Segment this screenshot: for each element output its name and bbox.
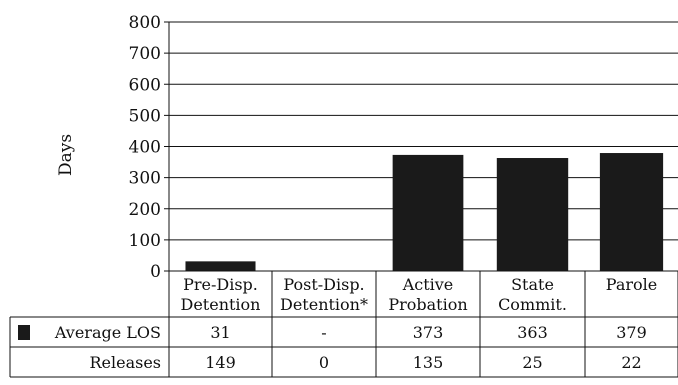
table-row-label: Average LOS: [54, 323, 161, 342]
category-label: Pre-Disp.: [183, 275, 258, 294]
bars: [185, 153, 664, 271]
table-cell: 135: [413, 353, 444, 372]
plot-frame: [168, 22, 678, 272]
bar: [185, 261, 256, 271]
table-cell: 363: [517, 323, 548, 342]
table-cell: 22: [621, 353, 641, 372]
category-label: Parole: [606, 275, 657, 294]
table-row-label: Releases: [89, 353, 161, 372]
bar: [496, 158, 569, 271]
table-cell: 31: [210, 323, 230, 342]
y-tick-label: 700: [129, 44, 161, 64]
y-tick-label: 400: [129, 138, 161, 158]
y-tick-label: 100: [129, 231, 161, 251]
y-tick-label: 800: [129, 13, 161, 33]
table-cell: 379: [616, 323, 647, 342]
category-label: State: [511, 275, 554, 294]
legend-swatch: [18, 325, 30, 340]
table-cell: 149: [205, 353, 236, 372]
y-tick-label: 500: [129, 106, 161, 126]
table-cell: 373: [413, 323, 444, 342]
table-cell: -: [321, 323, 326, 342]
category-label: Post-Disp.: [283, 275, 364, 294]
category-label: Probation: [388, 295, 467, 314]
data-table: Average LOS 31 - 373 363 379 Releases 149 0 135 25…: [9, 316, 678, 378]
category-label: Commit.: [498, 295, 567, 314]
y-axis-label: Days: [56, 134, 76, 176]
y-axis-ticks: 0 100 200 300 400 500 600 700 800: [129, 13, 169, 282]
y-tick-label: 300: [129, 169, 161, 189]
category-label: Detention: [181, 295, 261, 314]
bar: [392, 154, 464, 271]
table-cell: 25: [522, 353, 542, 372]
category-label: Detention*: [280, 295, 368, 314]
y-tick-label: 0: [150, 262, 161, 282]
y-tick-label: 600: [129, 75, 161, 95]
category-labels: Pre-Disp.Detention Post-Disp.Detention* Ac…: [168, 271, 678, 317]
category-label: Active: [402, 275, 454, 294]
bar: [599, 153, 664, 271]
table-cell: 0: [319, 353, 329, 372]
y-tick-label: 200: [129, 200, 161, 220]
